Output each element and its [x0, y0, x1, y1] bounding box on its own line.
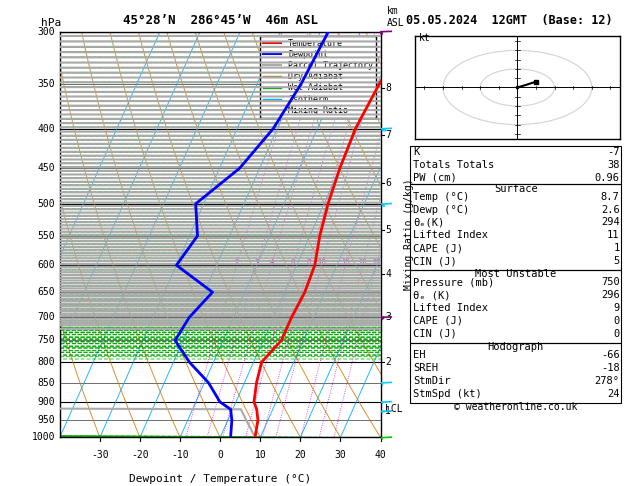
Text: 600: 600 [37, 260, 55, 270]
Text: K: K [413, 147, 420, 157]
Text: 20: 20 [358, 259, 367, 265]
Text: θₑ (K): θₑ (K) [413, 290, 451, 300]
Text: kt: kt [419, 33, 431, 43]
Text: 2: 2 [235, 259, 239, 265]
Text: CAPE (J): CAPE (J) [413, 316, 463, 326]
Text: Most Unstable: Most Unstable [475, 269, 557, 279]
Text: Dewpoint / Temperature (°C): Dewpoint / Temperature (°C) [129, 474, 311, 484]
Text: SREH: SREH [413, 363, 438, 373]
Text: Temp (°C): Temp (°C) [413, 191, 469, 202]
Text: 300: 300 [37, 27, 55, 36]
Text: 3: 3 [386, 312, 391, 322]
Text: 10: 10 [254, 450, 266, 460]
Text: 8: 8 [386, 83, 391, 93]
Text: 2: 2 [386, 357, 391, 367]
Text: 38: 38 [607, 160, 620, 170]
Text: -20: -20 [131, 450, 149, 460]
Text: 40: 40 [375, 450, 386, 460]
Text: -30: -30 [91, 450, 109, 460]
Text: 20: 20 [294, 450, 306, 460]
Text: CIN (J): CIN (J) [413, 329, 457, 339]
Text: 05.05.2024  12GMT  (Base: 12): 05.05.2024 12GMT (Base: 12) [406, 14, 613, 27]
Bar [410, 146, 621, 185]
Text: StmSpd (kt): StmSpd (kt) [413, 389, 482, 399]
Text: θₑ(K): θₑ(K) [413, 217, 445, 227]
Legend: Temperature, Dewpoint, Parcel Trajectory, Dry Adiabat, Wet Adiabat, Isotherm, Mi: Temperature, Dewpoint, Parcel Trajectory… [260, 36, 376, 118]
Text: 11: 11 [607, 230, 620, 240]
Text: 750: 750 [601, 278, 620, 287]
Text: 24: 24 [607, 389, 620, 399]
Text: 9: 9 [613, 303, 620, 313]
Text: -66: -66 [601, 350, 620, 360]
Text: © weatheronline.co.uk: © weatheronline.co.uk [454, 402, 577, 412]
Text: 25: 25 [372, 259, 381, 265]
Text: 4: 4 [386, 269, 391, 279]
Text: 550: 550 [37, 231, 55, 241]
Text: 8: 8 [307, 259, 311, 265]
Text: 750: 750 [37, 335, 55, 346]
Text: 278°: 278° [594, 376, 620, 386]
Text: 5: 5 [613, 256, 620, 266]
Text: 1: 1 [613, 243, 620, 253]
Text: 450: 450 [37, 163, 55, 173]
Text: km
ASL: km ASL [387, 6, 404, 28]
Text: 1: 1 [386, 406, 391, 416]
Bar [410, 343, 621, 403]
Text: 8.7: 8.7 [601, 191, 620, 202]
Text: 700: 700 [37, 312, 55, 322]
Text: 7: 7 [386, 130, 391, 140]
Text: 3: 3 [255, 259, 259, 265]
Text: StmDir: StmDir [413, 376, 451, 386]
Text: 0: 0 [613, 329, 620, 339]
Text: Pressure (mb): Pressure (mb) [413, 278, 494, 287]
Text: Mixing Ratio (g/kg): Mixing Ratio (g/kg) [404, 179, 414, 290]
Text: 4: 4 [269, 259, 274, 265]
Text: EH: EH [413, 350, 426, 360]
Text: PW (cm): PW (cm) [413, 173, 457, 183]
Text: Totals Totals: Totals Totals [413, 160, 494, 170]
Text: 800: 800 [37, 357, 55, 367]
Text: CIN (J): CIN (J) [413, 256, 457, 266]
Text: 0: 0 [217, 450, 223, 460]
Text: 650: 650 [37, 287, 55, 297]
Text: 294: 294 [601, 217, 620, 227]
Text: 400: 400 [37, 123, 55, 134]
Text: 5: 5 [386, 225, 391, 235]
Text: -18: -18 [601, 363, 620, 373]
Text: 296: 296 [601, 290, 620, 300]
Text: 15: 15 [341, 259, 350, 265]
Text: CAPE (J): CAPE (J) [413, 243, 463, 253]
Text: hPa: hPa [40, 17, 61, 28]
Text: 500: 500 [37, 199, 55, 209]
Text: 6: 6 [386, 178, 391, 188]
Text: Surface: Surface [494, 184, 538, 193]
Text: 45°28’N  286°45’W  46m ASL: 45°28’N 286°45’W 46m ASL [123, 14, 318, 27]
Text: 950: 950 [37, 415, 55, 425]
Text: Lifted Index: Lifted Index [413, 303, 488, 313]
Text: -7: -7 [607, 147, 620, 157]
Text: 900: 900 [37, 397, 55, 407]
Bar [410, 185, 621, 270]
Bar [410, 270, 621, 343]
Text: 1000: 1000 [31, 433, 55, 442]
Text: 6: 6 [291, 259, 296, 265]
Text: 10: 10 [317, 259, 326, 265]
Text: Hodograph: Hodograph [487, 342, 544, 352]
Text: 350: 350 [37, 79, 55, 88]
Text: Lifted Index: Lifted Index [413, 230, 488, 240]
Text: LCL: LCL [386, 404, 403, 414]
Text: 30: 30 [335, 450, 347, 460]
Text: 2.6: 2.6 [601, 205, 620, 214]
Text: 850: 850 [37, 378, 55, 388]
Polygon shape [381, 32, 382, 34]
Text: Dewp (°C): Dewp (°C) [413, 205, 469, 214]
Text: 0: 0 [613, 316, 620, 326]
Text: -10: -10 [171, 450, 189, 460]
Text: 0.96: 0.96 [594, 173, 620, 183]
